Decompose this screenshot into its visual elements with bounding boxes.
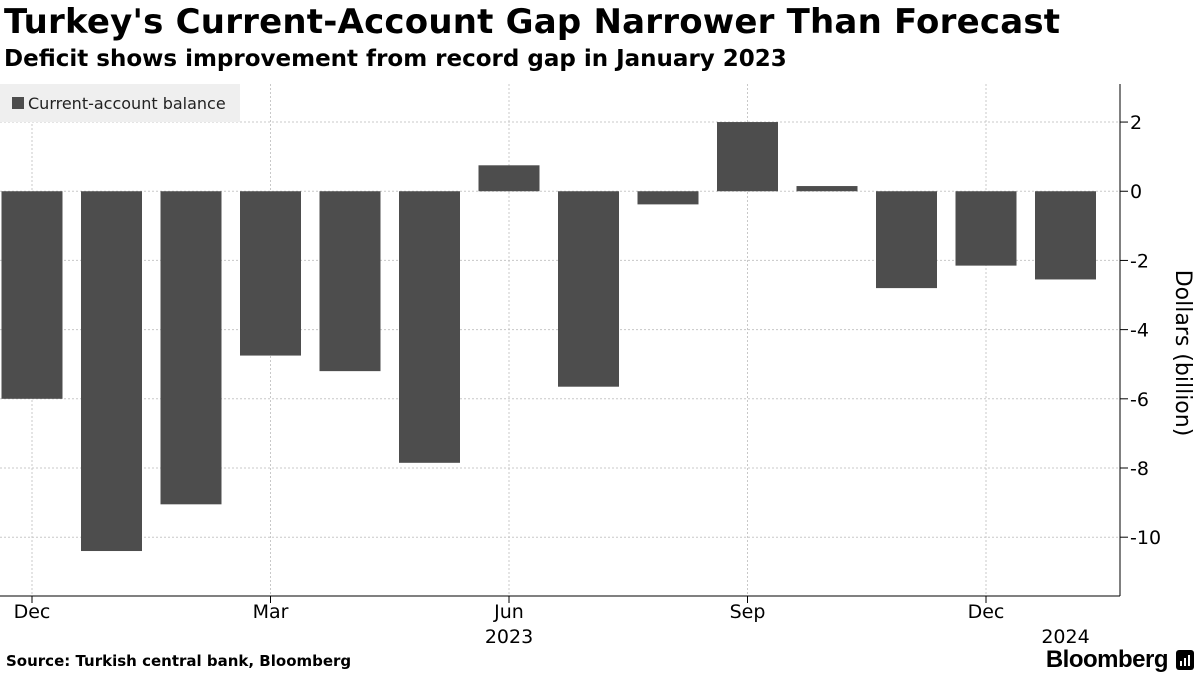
bar: [558, 191, 619, 387]
legend-label: Current-account balance: [28, 93, 226, 113]
x-year-label: 2024: [1041, 626, 1089, 648]
bloomberg-logo: Bloomberg: [1045, 646, 1169, 673]
x-tick-label: Sep: [730, 601, 766, 623]
bar: [81, 191, 142, 552]
bar: [796, 186, 858, 192]
bar: [1035, 191, 1096, 280]
legend-swatch: [12, 97, 24, 109]
y-tick-label: -10: [1130, 527, 1161, 549]
bars: [1, 122, 1096, 552]
y-axis: 2 0 -2 -4 -6 -8 -10: [1119, 84, 1161, 596]
y-tick-label: -6: [1130, 389, 1149, 411]
y-tick-label: 2: [1130, 112, 1142, 134]
x-year-label: 2023: [485, 626, 533, 648]
bar: [1, 191, 63, 399]
x-tick-label: Dec: [968, 601, 1005, 623]
bar: [240, 191, 301, 356]
y-tick-label: 0: [1130, 181, 1142, 203]
y-axis-label: Dollars (billion): [1170, 270, 1195, 437]
bar: [717, 122, 778, 192]
bar: [955, 191, 1017, 266]
chart-subtitle: Deficit shows improvement from record ga…: [4, 46, 787, 72]
bar: [399, 191, 460, 463]
y-tick-label: -4: [1130, 320, 1149, 342]
bloomberg-terminal-icon: [1176, 650, 1194, 670]
y-tick-label: -8: [1130, 458, 1149, 480]
bar: [319, 191, 381, 372]
bar: [876, 191, 937, 289]
chart-title: Turkey's Current-Account Gap Narrower Th…: [4, 2, 1061, 42]
legend: Current-account balance: [0, 84, 240, 122]
bar: [637, 191, 699, 205]
x-tick-label: Dec: [14, 601, 51, 623]
bar: [160, 191, 222, 505]
source-note: Source: Turkish central bank, Bloomberg: [6, 652, 352, 670]
y-tick-label: -2: [1130, 250, 1149, 272]
x-tick-label: Mar: [253, 601, 289, 623]
x-tick-label: Jun: [493, 601, 524, 623]
x-axis: Dec Mar Jun Sep Dec 2023 2024: [0, 595, 1120, 648]
bar: [478, 165, 540, 192]
